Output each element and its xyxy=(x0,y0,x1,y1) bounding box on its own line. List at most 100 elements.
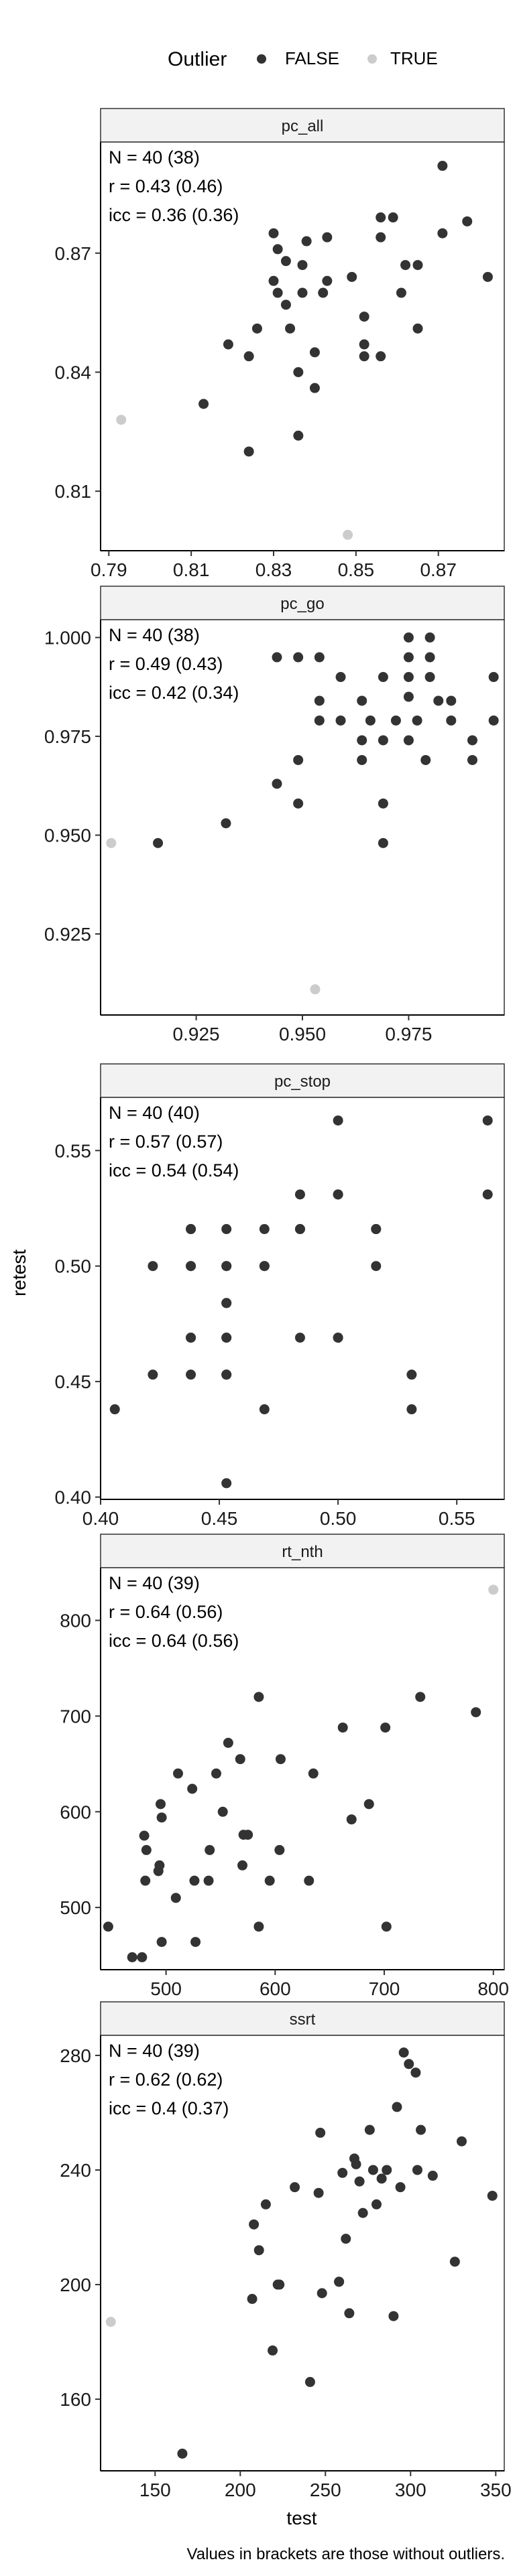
facet-title: pc_stop xyxy=(274,1073,331,1091)
data-point xyxy=(156,1812,167,1823)
data-point xyxy=(392,2102,402,2112)
data-point xyxy=(482,1189,493,1200)
data-point xyxy=(462,216,473,226)
data-point xyxy=(211,1768,221,1779)
data-point xyxy=(221,1478,232,1489)
data-point xyxy=(272,2279,283,2290)
x-tick-label: 700 xyxy=(369,1978,400,1999)
data-point xyxy=(390,715,401,726)
data-point xyxy=(364,2124,375,2135)
data-point xyxy=(268,228,279,239)
data-point xyxy=(294,1189,305,1200)
data-point xyxy=(293,430,304,441)
data-point xyxy=(221,818,231,829)
y-tick-label: 1.000 xyxy=(44,628,91,649)
data-point xyxy=(406,1369,417,1380)
x-tick-label: 300 xyxy=(395,2480,426,2500)
data-point xyxy=(437,228,448,239)
x-axis-title: test xyxy=(286,2508,317,2528)
data-point xyxy=(376,351,386,362)
data-point xyxy=(482,1115,493,1126)
plot-area xyxy=(100,619,505,1016)
data-point xyxy=(376,212,386,223)
x-tick-label: 0.950 xyxy=(279,1024,326,1044)
data-point xyxy=(205,1844,215,1855)
x-tick-label: 350 xyxy=(480,2480,512,2500)
data-point xyxy=(467,754,477,765)
data-point xyxy=(403,652,414,663)
data-point xyxy=(488,715,499,726)
plot-area xyxy=(100,2035,505,2471)
facet-title: pc_all xyxy=(282,117,324,135)
data-point xyxy=(314,715,325,726)
data-point xyxy=(137,1952,148,1962)
x-tick-label: 0.45 xyxy=(201,1508,238,1529)
x-tick-label: 0.925 xyxy=(173,1024,220,1044)
data-point xyxy=(253,1921,264,1932)
data-point xyxy=(314,652,325,663)
data-point xyxy=(437,161,448,172)
outlier-point xyxy=(488,1584,499,1595)
x-tick-label: 200 xyxy=(225,2480,256,2500)
facet-panel: pc_go 0.925 0.950 0.975 1.000 0.925 0.950 0.975… xyxy=(44,586,505,1044)
data-point xyxy=(404,2059,414,2070)
data-point xyxy=(376,232,386,243)
data-point xyxy=(272,287,283,298)
legend-key-true xyxy=(367,54,377,64)
data-point xyxy=(309,347,320,358)
facet-title: rt_nth xyxy=(282,1543,323,1561)
x-tick-label: 0.50 xyxy=(320,1508,357,1529)
data-point xyxy=(259,1261,270,1272)
data-point xyxy=(335,672,346,683)
data-point xyxy=(378,837,388,848)
data-point xyxy=(359,339,369,350)
stat-annotation: r = 0.64 (0.56) xyxy=(109,1602,223,1622)
facet-title: ssrt xyxy=(290,2011,316,2029)
outlier-point xyxy=(105,2317,116,2327)
data-point xyxy=(344,2308,355,2319)
legend-title: Outlier xyxy=(168,48,227,70)
data-point xyxy=(156,1937,167,1948)
stat-annotation: r = 0.62 (0.62) xyxy=(109,2070,223,2090)
data-point xyxy=(198,399,209,409)
data-point xyxy=(388,212,398,223)
data-point xyxy=(294,1333,305,1343)
data-point xyxy=(403,691,414,702)
data-point xyxy=(297,260,308,271)
data-point xyxy=(272,778,282,789)
x-tick-label: 0.55 xyxy=(439,1508,475,1529)
data-point xyxy=(275,1754,286,1765)
y-tick-label: 280 xyxy=(60,2045,91,2066)
data-point xyxy=(272,244,283,255)
legend: Outlier FALSE TRUE xyxy=(168,48,438,70)
data-point xyxy=(365,715,376,726)
data-point xyxy=(285,323,296,334)
data-point xyxy=(378,798,388,809)
data-point xyxy=(280,256,291,267)
y-tick-label: 200 xyxy=(60,2275,91,2295)
data-point xyxy=(449,2256,460,2267)
data-point xyxy=(456,2136,467,2147)
data-point xyxy=(433,695,444,706)
data-point xyxy=(371,2199,382,2210)
data-point xyxy=(420,754,431,765)
data-point xyxy=(141,1844,152,1855)
data-point xyxy=(416,2124,426,2135)
data-point xyxy=(109,1404,120,1415)
data-point xyxy=(371,1261,382,1272)
facet-strip xyxy=(100,586,505,620)
data-point xyxy=(367,2165,378,2175)
data-point xyxy=(381,1921,392,1932)
data-point xyxy=(154,1860,165,1871)
y-axis-title: retest xyxy=(9,1249,30,1296)
stat-annotation: icc = 0.42 (0.34) xyxy=(109,683,239,703)
data-point xyxy=(186,1369,196,1380)
data-point xyxy=(415,1692,426,1702)
data-point xyxy=(322,232,333,243)
data-point xyxy=(274,1844,285,1855)
data-point xyxy=(127,1952,137,1962)
data-point xyxy=(363,1799,374,1810)
data-point xyxy=(259,1404,270,1415)
data-point xyxy=(253,1692,264,1702)
